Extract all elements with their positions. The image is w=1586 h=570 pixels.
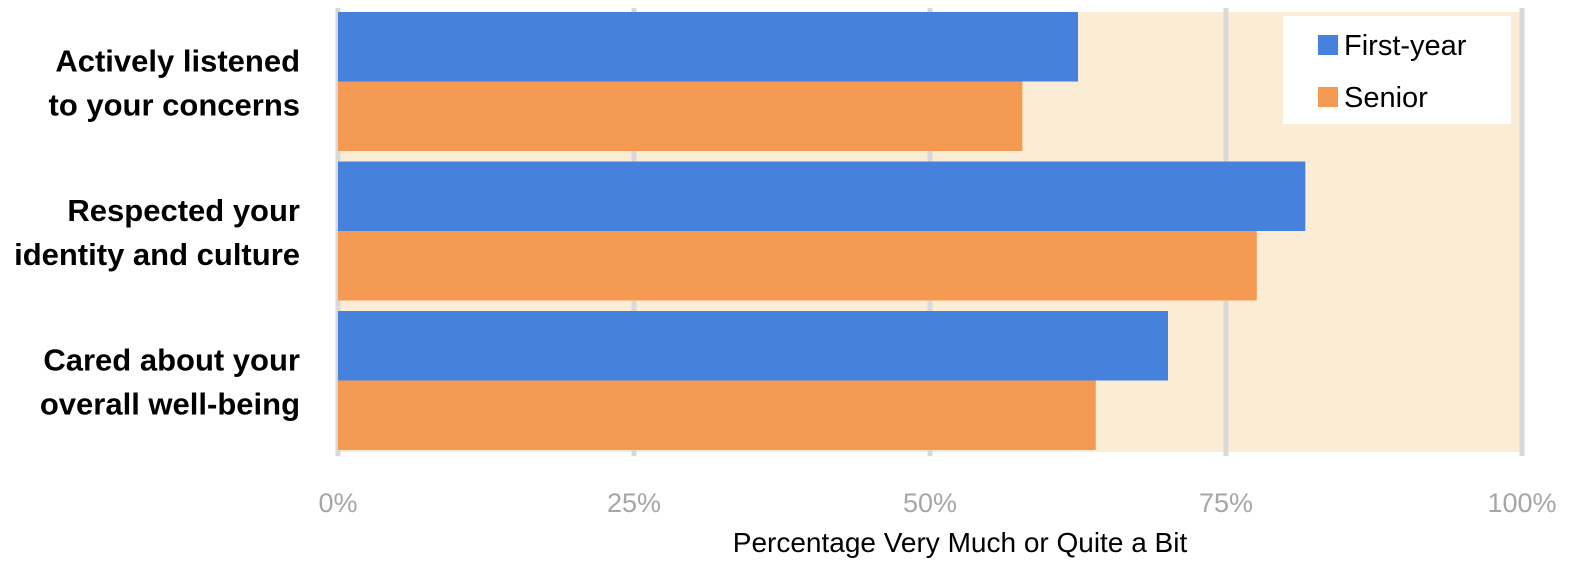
x-tick-label-100: 100% xyxy=(1487,488,1556,518)
x-tick-label-50: 50% xyxy=(903,488,957,518)
category-label-3-line-1: Cared about your xyxy=(43,343,300,378)
bar-senior-3 xyxy=(338,380,1096,450)
category-label-3-line-2: overall well-being xyxy=(40,387,300,422)
category-label-1-line-2: to your concerns xyxy=(49,88,301,123)
category-label-2-line-2: identity and culture xyxy=(14,237,300,272)
x-tick-labels: 0% 25% 50% 75% 100% xyxy=(318,488,1556,518)
bar-senior-1 xyxy=(338,81,1023,151)
bars xyxy=(338,12,1306,450)
x-tick-label-0: 0% xyxy=(318,488,357,518)
x-tick-label-25: 25% xyxy=(607,488,661,518)
bar-senior-2 xyxy=(338,231,1257,301)
legend-label-senior: Senior xyxy=(1344,82,1428,114)
legend-swatch-senior xyxy=(1318,87,1338,107)
bar-first-year-2 xyxy=(338,161,1306,231)
legend-swatch-first-year xyxy=(1318,35,1338,55)
legend: First-year Senior xyxy=(1283,16,1511,124)
category-label-1-line-1: Actively listened xyxy=(55,44,300,79)
x-tick-label-75: 75% xyxy=(1199,488,1253,518)
legend-label-first-year: First-year xyxy=(1344,30,1467,62)
x-axis-title: Percentage Very Much or Quite a Bit xyxy=(733,527,1188,558)
bar-first-year-1 xyxy=(338,12,1078,82)
category-label-2-line-1: Respected your xyxy=(67,193,300,228)
bar-first-year-3 xyxy=(338,311,1168,381)
category-labels: Actively listened to your concerns Respect… xyxy=(14,44,300,422)
